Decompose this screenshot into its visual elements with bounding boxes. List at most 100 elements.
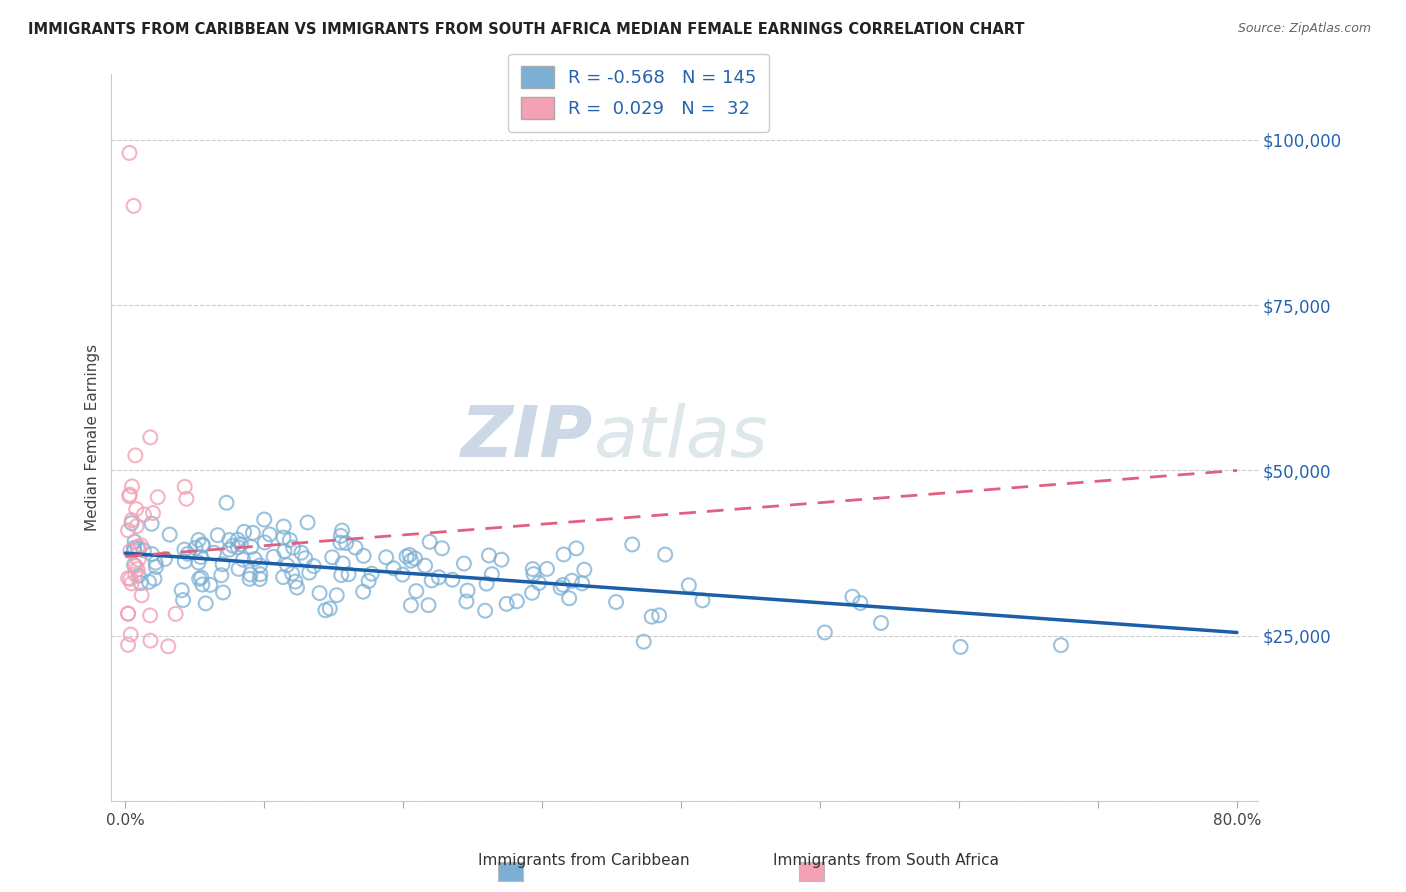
Point — [814, 625, 837, 640]
Point — [298, 566, 321, 580]
Point — [550, 581, 572, 595]
Point — [418, 598, 440, 612]
Point — [118, 488, 141, 502]
Point — [132, 508, 155, 522]
Point — [506, 594, 529, 608]
Point — [375, 550, 398, 565]
Point — [117, 607, 139, 621]
Point — [131, 588, 153, 602]
Point — [253, 512, 276, 526]
Point — [283, 541, 305, 555]
Point — [441, 573, 464, 587]
Point — [326, 588, 349, 602]
Point — [849, 596, 872, 610]
Point — [173, 480, 195, 494]
Point — [194, 596, 217, 610]
Point — [285, 581, 308, 595]
Point — [190, 549, 212, 564]
Point — [209, 568, 232, 582]
Point — [640, 609, 662, 624]
Point — [200, 578, 222, 592]
Point — [527, 576, 550, 591]
Point — [125, 502, 148, 516]
Point — [522, 567, 544, 582]
Point — [143, 572, 166, 586]
Point — [240, 540, 263, 554]
Point — [125, 559, 148, 574]
Point — [395, 549, 418, 564]
Point — [124, 567, 146, 582]
Point — [457, 583, 479, 598]
Point — [382, 561, 405, 575]
Point — [360, 566, 382, 581]
Point — [561, 574, 583, 588]
Point — [238, 572, 260, 586]
Point — [475, 576, 498, 591]
Point — [232, 552, 254, 566]
Point — [141, 547, 163, 561]
Point — [692, 593, 714, 607]
Point — [127, 540, 149, 554]
Point — [398, 548, 420, 562]
Point — [478, 549, 501, 563]
Point — [122, 199, 145, 213]
Point — [330, 524, 353, 538]
Point — [145, 560, 167, 574]
Point — [495, 597, 517, 611]
Point — [125, 519, 148, 533]
Point — [127, 552, 149, 566]
Point — [124, 534, 146, 549]
Point — [173, 542, 195, 557]
Point — [159, 527, 181, 541]
Point — [678, 578, 700, 592]
Point — [191, 577, 214, 591]
Point — [456, 594, 478, 608]
Point — [165, 607, 187, 621]
Point — [949, 640, 972, 654]
Point — [118, 145, 141, 160]
Point — [215, 496, 238, 510]
Point — [273, 531, 295, 545]
Point — [404, 551, 426, 566]
Point — [122, 543, 145, 558]
Point — [648, 608, 671, 623]
Point — [202, 546, 225, 560]
Point — [353, 549, 375, 563]
Point — [522, 562, 544, 576]
Point — [551, 578, 574, 592]
Point — [352, 584, 374, 599]
Point — [294, 551, 316, 566]
Point — [139, 608, 162, 623]
Y-axis label: Median Female Earnings: Median Female Earnings — [86, 343, 100, 531]
Point — [276, 558, 298, 573]
Point — [399, 554, 422, 568]
Point — [430, 541, 453, 556]
Point — [184, 541, 207, 555]
Point — [302, 559, 325, 574]
Point — [574, 563, 596, 577]
Text: Immigrants from South Africa: Immigrants from South Africa — [773, 853, 998, 868]
Point — [278, 533, 301, 547]
Point — [553, 548, 575, 562]
Point — [172, 593, 194, 607]
Point — [605, 595, 627, 609]
Point — [191, 539, 214, 553]
Text: atlas: atlas — [593, 403, 768, 472]
Point — [841, 590, 863, 604]
Point — [228, 562, 250, 576]
Point — [218, 533, 240, 547]
Point — [132, 543, 155, 558]
Point — [121, 576, 143, 591]
Point — [142, 506, 165, 520]
Point — [654, 548, 676, 562]
Point — [249, 572, 271, 586]
Point — [120, 572, 142, 586]
Point — [127, 562, 149, 576]
Point — [308, 586, 330, 600]
Point — [332, 557, 354, 571]
Point — [536, 562, 558, 576]
Point — [337, 567, 360, 582]
Point — [127, 541, 149, 555]
Point — [520, 586, 543, 600]
Point — [139, 633, 162, 648]
